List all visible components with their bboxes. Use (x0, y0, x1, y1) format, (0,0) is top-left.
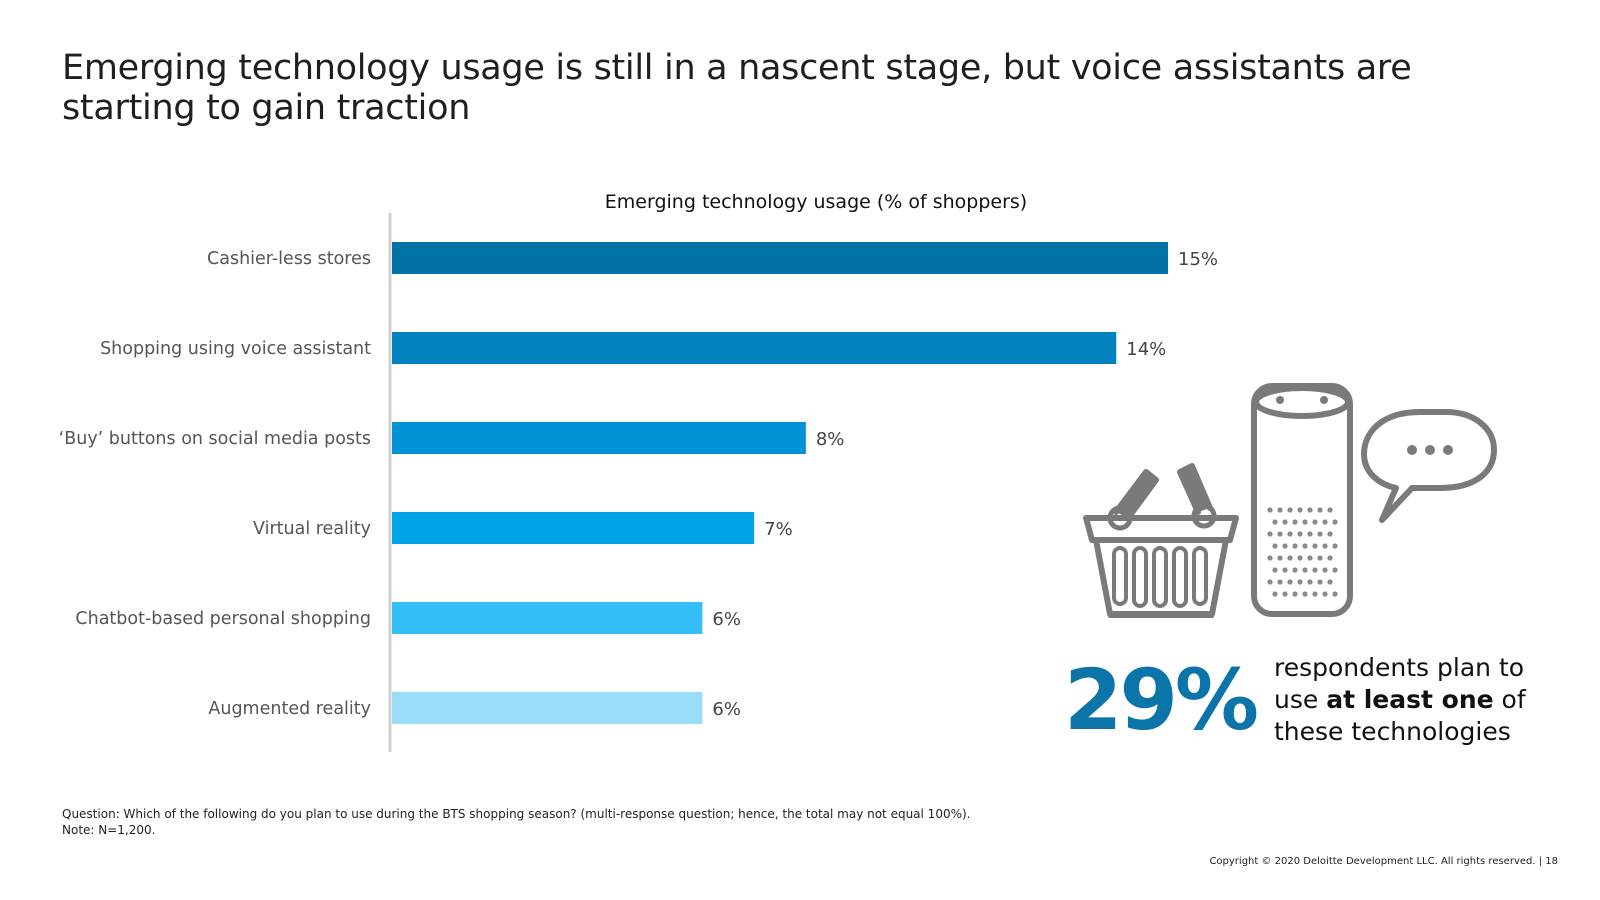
value-label: 15% (1178, 249, 1218, 270)
bar (392, 602, 703, 634)
category-label: ‘Buy’ buttons on social media posts (59, 429, 371, 449)
category-label: Shopping using voice assistant (100, 339, 371, 359)
value-label: 7% (764, 519, 793, 540)
value-label: 6% (712, 699, 741, 720)
stat-description: respondents plan to use at least one of … (1274, 652, 1574, 748)
category-label: Cashier-less stores (207, 249, 371, 269)
question-note: Question: Which of the following do you … (62, 807, 971, 821)
bar (392, 692, 703, 724)
chart-title: Emerging technology usage (% of shoppers… (605, 191, 1027, 213)
category-label: Augmented reality (208, 699, 371, 719)
illustration (1080, 380, 1530, 645)
stat-text-bold: at least one (1326, 685, 1494, 714)
page-title: Emerging technology usage is still in a … (62, 48, 1412, 128)
value-label: 6% (712, 609, 741, 630)
stat-callout: 29% respondents plan to use at least one… (1064, 650, 1584, 750)
stat-text-after: of these technologies (1274, 685, 1526, 746)
value-label: 14% (1126, 339, 1166, 360)
value-label: 8% (816, 429, 845, 450)
smart-speaker-icon (1251, 383, 1353, 617)
bar (392, 332, 1117, 364)
copyright: Copyright © 2020 Deloitte Development LL… (1209, 856, 1558, 867)
big-stat: 29% (1064, 651, 1259, 749)
bar (392, 242, 1168, 274)
shopping-basket-icon (1083, 463, 1239, 618)
category-label: Chatbot-based personal shopping (75, 609, 371, 629)
sample-note: Note: N=1,200. (62, 823, 156, 837)
category-label: Virtual reality (253, 519, 371, 539)
stat-text-before: respondents plan to use (1274, 653, 1525, 714)
footnotes: Question: Which of the following do you … (62, 806, 1162, 838)
bar (392, 422, 806, 454)
bar (392, 512, 755, 544)
speech-bubble-icon (1361, 409, 1497, 523)
